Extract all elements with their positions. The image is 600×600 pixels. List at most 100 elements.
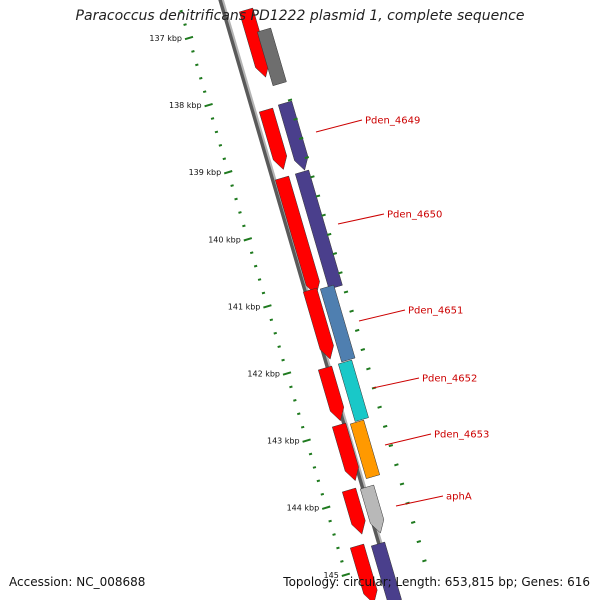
gene-arrow bbox=[277, 100, 309, 171]
gene-arrow bbox=[319, 284, 356, 363]
strand-tick bbox=[349, 309, 354, 313]
minor-tick bbox=[328, 519, 332, 523]
minor-tick bbox=[238, 211, 242, 214]
tick-label: 141 kbp bbox=[228, 302, 261, 311]
tick-label: 143 kbp bbox=[267, 437, 300, 446]
strand-tick bbox=[326, 232, 332, 236]
minor-tick bbox=[222, 157, 227, 161]
strand-tick bbox=[287, 98, 293, 102]
minor-tick bbox=[249, 251, 254, 255]
tick-label: 144 kbp bbox=[287, 504, 320, 513]
minor-tick bbox=[191, 50, 195, 53]
strand-tick bbox=[354, 328, 360, 332]
gene-label: Pden_4653 bbox=[434, 430, 489, 441]
minor-tick bbox=[261, 291, 266, 295]
strand-tick bbox=[360, 348, 366, 352]
gene-label-leader bbox=[337, 213, 385, 225]
tick-label: 145 bbox=[324, 571, 339, 580]
strand-tick bbox=[377, 405, 382, 409]
major-tick bbox=[282, 371, 292, 376]
minor-tick bbox=[199, 76, 203, 80]
minor-tick bbox=[297, 412, 301, 416]
tick-label: 140 kbp bbox=[208, 235, 241, 244]
minor-tick bbox=[293, 398, 297, 402]
major-tick bbox=[302, 438, 311, 443]
gene-arrow bbox=[317, 365, 345, 422]
minor-tick bbox=[316, 479, 321, 483]
gene-arrow bbox=[337, 359, 369, 422]
gene-label-leader bbox=[358, 309, 406, 322]
map-title: Paracoccus denitrificans PD1222 plasmid … bbox=[75, 8, 525, 24]
minor-tick bbox=[289, 385, 293, 389]
minor-tick bbox=[234, 197, 238, 201]
strand-tick bbox=[338, 271, 343, 275]
gene-arrow bbox=[370, 541, 402, 600]
strand-tick bbox=[366, 367, 371, 371]
strand-tick bbox=[399, 482, 405, 486]
minor-tick bbox=[253, 264, 258, 268]
gene-layer bbox=[238, 7, 402, 600]
gene-label-leader bbox=[384, 433, 432, 446]
minor-tick bbox=[218, 143, 223, 147]
minor-tick bbox=[195, 63, 199, 67]
tick-label: 138 kbp bbox=[169, 101, 202, 110]
minor-tick bbox=[242, 224, 246, 228]
gene-arrow bbox=[341, 487, 366, 535]
strand-tick bbox=[394, 463, 399, 467]
gene-arrow bbox=[349, 419, 381, 479]
major-tick bbox=[184, 35, 194, 41]
minor-tick bbox=[214, 130, 219, 134]
topology-text: Topology: circular; Length: 653,815 bp; … bbox=[283, 575, 590, 589]
gene-arrow bbox=[331, 422, 359, 482]
strand-tick bbox=[416, 540, 422, 544]
minor-tick bbox=[202, 90, 207, 94]
ruler-layer: 137 kbp 138 kbp 139 kbp 140 kbp 141 kbp 142 k… bbox=[149, 9, 427, 580]
gene-arrow bbox=[302, 287, 334, 360]
gene-label-leader bbox=[372, 377, 420, 389]
minor-tick bbox=[300, 425, 305, 429]
strand-tick bbox=[332, 252, 338, 256]
minor-tick bbox=[273, 331, 277, 335]
minor-tick bbox=[183, 23, 187, 26]
strand-tick bbox=[304, 156, 310, 160]
gene-label-layer: Pden_4649 Pden_4650 Pden_4651 Pden_4652 Pden… bbox=[315, 116, 489, 507]
strand-tick bbox=[321, 213, 326, 217]
gene-label: aphA bbox=[446, 492, 472, 503]
tick-label: 137 kbp bbox=[149, 34, 182, 43]
minor-tick bbox=[281, 358, 285, 362]
accession-text: Accession: NC_008688 bbox=[9, 575, 146, 589]
strand-tick bbox=[298, 136, 304, 140]
minor-tick bbox=[257, 278, 262, 281]
major-tick bbox=[321, 505, 331, 510]
strand-tick bbox=[343, 290, 349, 294]
minor-tick bbox=[210, 117, 215, 120]
major-tick bbox=[204, 102, 213, 108]
gene-label: Pden_4652 bbox=[422, 374, 477, 385]
minor-tick bbox=[312, 466, 317, 469]
gene-label-leader bbox=[395, 495, 444, 507]
minor-tick bbox=[332, 533, 336, 536]
minor-tick bbox=[230, 184, 234, 187]
major-tick bbox=[263, 304, 272, 309]
tick-label: 139 kbp bbox=[189, 168, 222, 177]
major-tick bbox=[341, 572, 351, 577]
minor-tick bbox=[269, 318, 274, 322]
strand-tick bbox=[382, 424, 388, 428]
strand-tick bbox=[388, 444, 394, 448]
minor-tick bbox=[320, 492, 325, 496]
strand-tick bbox=[315, 194, 321, 198]
minor-tick bbox=[336, 546, 340, 550]
tick-label: 142 kbp bbox=[247, 370, 280, 379]
gene-label: Pden_4649 bbox=[365, 116, 420, 127]
minor-tick bbox=[179, 9, 183, 13]
strand-tick bbox=[293, 117, 298, 121]
major-tick bbox=[243, 237, 253, 242]
gene-arrow bbox=[258, 107, 288, 170]
gene-arrow bbox=[359, 484, 385, 534]
major-tick bbox=[223, 170, 233, 175]
minor-tick bbox=[277, 345, 281, 349]
gene-label: Pden_4651 bbox=[408, 306, 463, 317]
gene-label: Pden_4650 bbox=[387, 210, 442, 221]
